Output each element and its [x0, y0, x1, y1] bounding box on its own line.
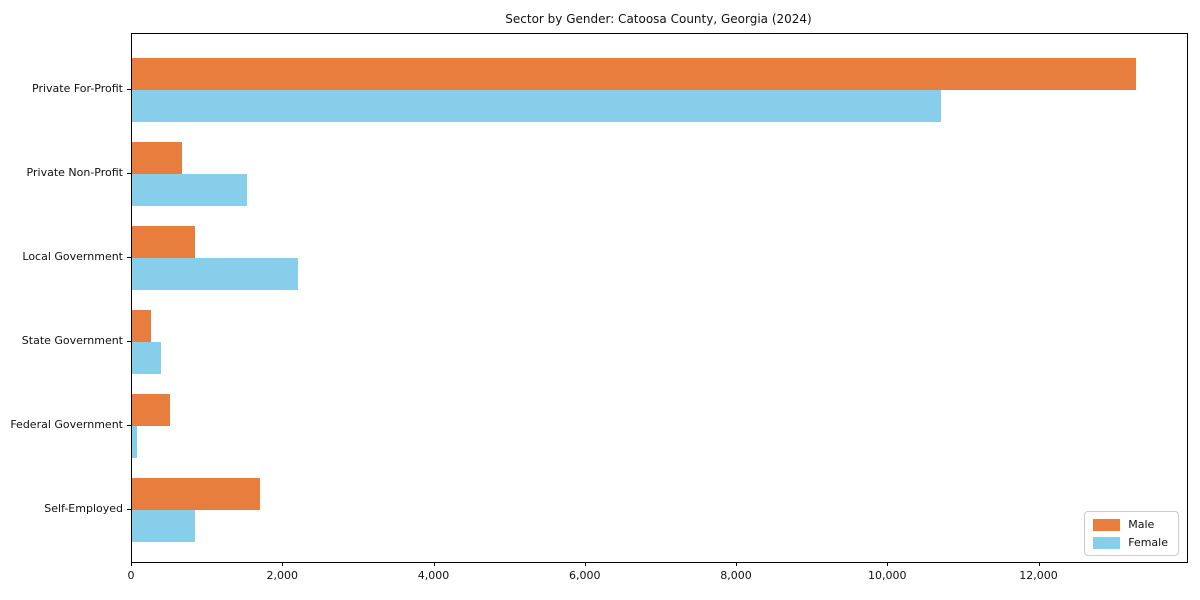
x-tick-mark — [736, 562, 737, 566]
plot-area: Male Female — [131, 33, 1188, 563]
y-tick-mark — [127, 257, 131, 258]
x-tick-mark — [887, 562, 889, 566]
y-tick-label: Private For-Profit — [32, 82, 123, 95]
bar-female-self-employed — [132, 510, 196, 542]
y-tick-mark — [127, 341, 131, 342]
legend: Male Female — [1084, 511, 1179, 556]
x-tick-label: 8,000 — [720, 569, 752, 582]
chart-title: Sector by Gender: Catoosa County, Georgi… — [505, 12, 812, 26]
bar-male-private-for-profit — [132, 58, 1137, 90]
x-tick-mark — [131, 562, 132, 566]
bar-female-federal-government — [132, 426, 137, 458]
x-tick-label: 10,000 — [868, 569, 907, 582]
y-tick-mark — [127, 509, 131, 510]
y-tick-label: Private Non-Profit — [26, 166, 123, 179]
bar-male-state-government — [132, 310, 151, 342]
legend-swatch-male — [1093, 518, 1121, 531]
x-tick-label: 4,000 — [417, 569, 450, 582]
x-tick-label: 2,000 — [266, 569, 299, 582]
y-tick-mark — [127, 425, 131, 426]
x-tick-label: 12,000 — [1019, 569, 1058, 582]
bar-female-local-government — [132, 258, 299, 290]
legend-label: Female — [1128, 536, 1168, 549]
y-tick-label: Self-Employed — [44, 502, 123, 515]
bar-male-local-government — [132, 226, 195, 258]
x-tick-mark — [584, 562, 586, 566]
x-tick-mark — [1038, 562, 1040, 566]
bar-female-private-for-profit — [132, 90, 942, 122]
legend-label: Male — [1128, 518, 1155, 531]
bar-female-state-government — [132, 342, 162, 374]
bar-male-private-non-profit — [132, 142, 182, 174]
y-tick-label: Local Government — [22, 250, 123, 263]
x-tick-label: 6,000 — [569, 569, 601, 582]
x-tick-mark — [433, 562, 435, 566]
x-tick-label: 0 — [127, 569, 135, 582]
bar-female-private-non-profit — [132, 174, 247, 206]
legend-entry-male: Male — [1093, 518, 1168, 531]
y-tick-label: Federal Government — [10, 418, 123, 431]
y-tick-label: State Government — [21, 334, 123, 347]
y-tick-mark — [127, 173, 131, 174]
y-tick-mark — [127, 89, 131, 90]
legend-swatch-female — [1093, 536, 1121, 549]
bar-male-self-employed — [132, 478, 260, 510]
legend-entry-female: Female — [1093, 536, 1168, 549]
x-tick-mark — [282, 562, 284, 566]
bar-male-federal-government — [132, 394, 170, 426]
